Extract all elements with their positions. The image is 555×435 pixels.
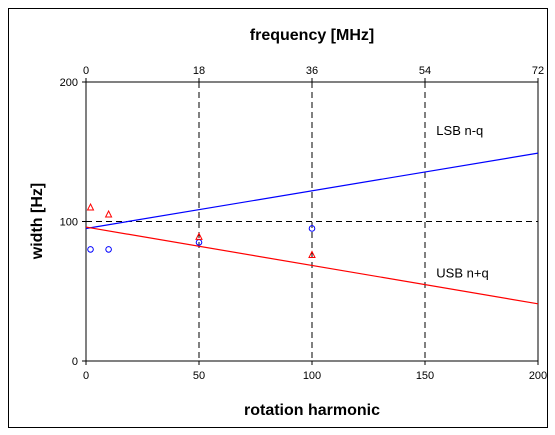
data-point-triangle — [308, 250, 316, 258]
x2-tick-label: 54 — [419, 65, 431, 77]
data-point-triangle — [195, 232, 203, 240]
series-annotation: USB n+q — [436, 265, 488, 280]
x2-tick-label: 0 — [83, 65, 89, 77]
data-point-circle — [308, 225, 316, 232]
x-tick-label: 200 — [529, 370, 547, 382]
y-tick-label: 200 — [60, 77, 78, 89]
data-point-circle — [87, 246, 94, 253]
x-tick-label: 50 — [193, 370, 205, 382]
x2-tick-label: 72 — [532, 65, 544, 77]
series-line — [85, 226, 539, 305]
x2-tick-label: 18 — [193, 65, 205, 77]
y-tick-label: 0 — [72, 356, 78, 368]
chart-frame — [8, 8, 548, 428]
data-point-circle — [105, 246, 112, 253]
x-axis-title: rotation harmonic — [244, 402, 380, 419]
x-tick-label: 0 — [83, 370, 89, 382]
y-axis-title: width [Hz] — [29, 183, 46, 260]
y-tick-label: 100 — [60, 217, 78, 229]
x2-tick-label: 36 — [306, 65, 318, 77]
x-tick-label: 150 — [416, 370, 434, 382]
data-point-triangle — [104, 209, 113, 218]
series-line — [85, 152, 539, 230]
data-point-triangle — [86, 202, 95, 211]
x2-axis-title: frequency [MHz] — [250, 27, 374, 44]
series-annotation: LSB n-q — [436, 123, 483, 138]
x-tick-label: 100 — [303, 370, 321, 382]
